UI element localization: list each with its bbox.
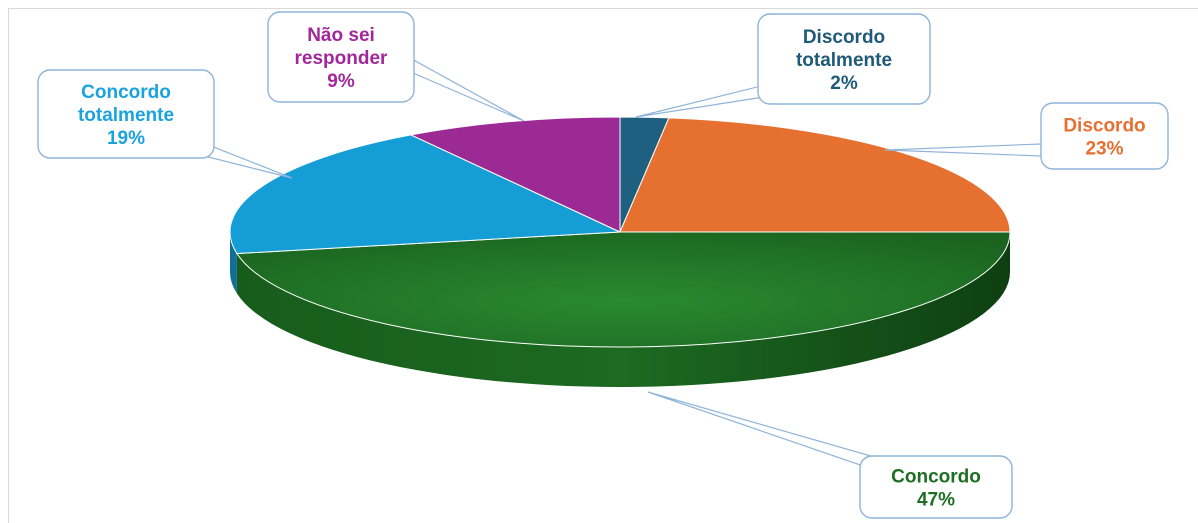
callout-category-label: totalmente bbox=[78, 105, 174, 126]
callout-category-label: Discordo bbox=[803, 27, 885, 48]
callout-category-label: Concordo bbox=[891, 467, 981, 488]
callout-box bbox=[37, 69, 215, 159]
pie-slice-concordo bbox=[236, 231, 1011, 348]
callout-box bbox=[267, 11, 415, 103]
callout-leader bbox=[202, 143, 293, 179]
callout-box bbox=[1040, 102, 1169, 170]
callout-leader bbox=[408, 59, 525, 122]
callout-box bbox=[757, 13, 931, 105]
pie-slice-n-o-sei-responder bbox=[409, 116, 621, 233]
callout-category-label: totalmente bbox=[796, 50, 892, 71]
callout-value-label: 47% bbox=[917, 490, 955, 511]
pie-side-concordo-totalmente bbox=[230, 232, 237, 294]
callout-category-label: Discordo bbox=[1063, 116, 1145, 137]
pie-slice-discordo bbox=[619, 117, 1011, 233]
callout-box bbox=[859, 455, 1013, 519]
pie-slice-concordo-totalmente bbox=[229, 134, 621, 255]
callout-value-label: 9% bbox=[327, 71, 355, 92]
callout-value-label: 23% bbox=[1085, 139, 1123, 160]
callout-leader bbox=[635, 83, 772, 118]
callout-value-label: 2% bbox=[830, 73, 858, 94]
callout-category-label: Concordo bbox=[81, 82, 171, 103]
callout-leader bbox=[647, 391, 873, 469]
chart-area bbox=[8, 8, 1198, 523]
callout-category-label: responder bbox=[295, 48, 389, 69]
callout-value-label: 19% bbox=[107, 128, 145, 149]
callout-category-label: Não sei bbox=[307, 25, 375, 46]
pie-side-concordo bbox=[236, 232, 1011, 387]
